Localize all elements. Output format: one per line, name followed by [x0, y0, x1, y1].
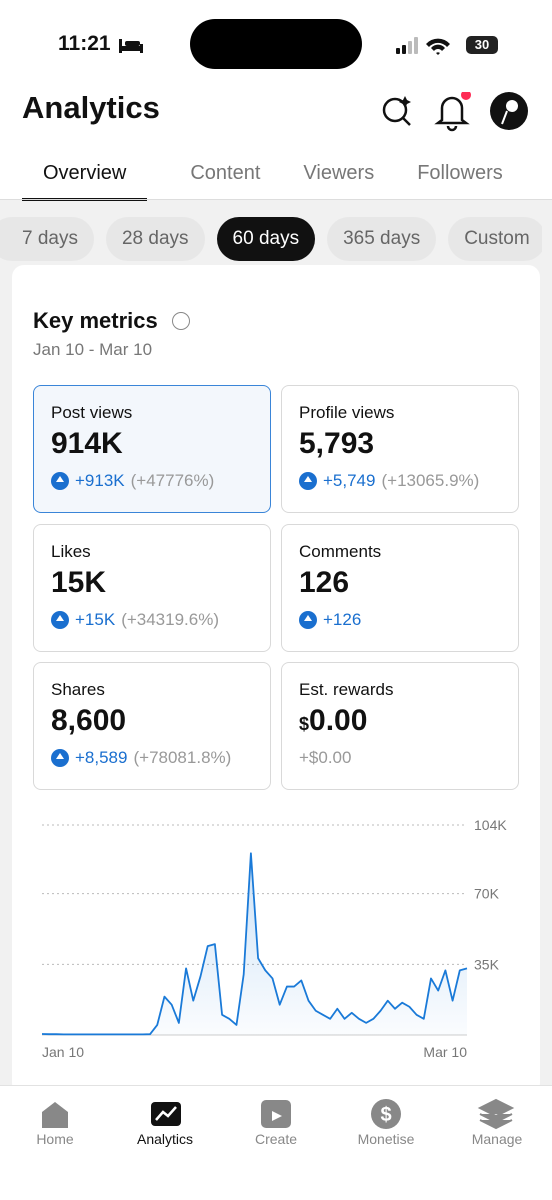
header-icons: [382, 92, 528, 132]
clock: 11:21: [58, 32, 111, 55]
metric-tile[interactable]: Likes 15K +15K (+34319.6%): [33, 524, 271, 652]
metric-change: +5,749: [323, 471, 376, 490]
tab[interactable]: Content: [190, 162, 261, 184]
tabs: Overview Content Viewers Followers: [22, 160, 546, 201]
tab[interactable]: Overview: [22, 160, 148, 201]
metric-tile[interactable]: Est. rewards $0.00 +$0.00: [281, 662, 519, 790]
metric-tile[interactable]: Shares 8,600 +8,589 (+78081.8%): [33, 662, 271, 790]
metric-change: +$0.00: [299, 748, 352, 767]
up-icon: [51, 611, 69, 629]
metric-percent: (+34319.6%): [121, 610, 220, 629]
metric-tile[interactable]: Comments 126 +126: [281, 524, 519, 652]
chart: 35K 70K 104K Jan 10 Mar 10: [41, 817, 507, 1060]
metric-tile[interactable]: Profile views 5,793 +5,749 (+13065.9%): [281, 385, 519, 513]
up-icon: [299, 472, 317, 490]
range-pill[interactable]: 365 days: [327, 217, 437, 261]
metric-value: 5,793: [299, 427, 375, 460]
range-pill[interactable]: 7 days: [0, 217, 94, 261]
x-tick-label: Mar 10: [423, 1044, 467, 1060]
up-icon: [51, 472, 69, 490]
metric-value: 0.00: [309, 704, 368, 737]
area: [42, 853, 467, 1035]
divider: [0, 199, 552, 200]
tab[interactable]: Viewers: [303, 162, 375, 184]
up-icon: [51, 749, 69, 767]
info-icon[interactable]: [172, 312, 190, 330]
y-tick-label: 35K: [474, 956, 500, 972]
metric-value: 914K: [51, 427, 123, 460]
y-tick-label: 70K: [474, 886, 500, 902]
metric-tile[interactable]: Post views 914K +913K (+47776%): [33, 385, 271, 513]
y-tick-label: 104K: [474, 817, 507, 833]
up-icon: [299, 611, 317, 629]
metric-label: Shares: [51, 680, 105, 699]
nav-item[interactable]: Manage: [471, 1131, 523, 1147]
metric-label: Post views: [51, 403, 133, 422]
date-range: Jan 10 - Mar 10: [33, 340, 153, 359]
range-pill[interactable]: 28 days: [105, 217, 205, 261]
battery: 30: [466, 36, 498, 54]
metric-value: 126: [299, 566, 350, 599]
signal-icons: [396, 37, 450, 55]
metric-value: 15K: [51, 566, 107, 599]
x-tick-label: Jan 10: [42, 1044, 84, 1060]
nav-item[interactable]: Monetise: [357, 1131, 415, 1147]
line: [41, 852, 468, 1036]
metric-label: Comments: [299, 542, 382, 561]
svg-text:$: $: [380, 1104, 391, 1126]
dynamic-island: [190, 19, 362, 69]
currency: $: [299, 714, 310, 734]
metric-value: 8,600: [51, 704, 127, 737]
page-title: Analytics: [22, 90, 160, 125]
range-pills: 7 days 28 days 60 days 365 days Custom: [0, 217, 542, 261]
metric-percent: (+13065.9%): [381, 471, 480, 490]
metric-change: +15K: [75, 610, 116, 629]
metric-label: Likes: [51, 542, 91, 561]
range-pill[interactable]: 60 days: [216, 217, 316, 261]
nav-item[interactable]: Home: [36, 1131, 74, 1147]
metric-change: +8,589: [75, 748, 128, 767]
tab[interactable]: Followers: [417, 162, 503, 184]
metric-percent: (+47776%): [130, 471, 215, 490]
metric-change: +913K: [75, 471, 125, 490]
card-title: Key metrics: [33, 308, 158, 333]
nav-icons: $: [42, 1098, 515, 1130]
nav-item[interactable]: Analytics: [136, 1131, 194, 1147]
nav-item[interactable]: Create: [254, 1131, 298, 1147]
metric-label: Profile views: [299, 403, 395, 422]
sleep-icon: [119, 39, 143, 53]
bottom-nav: $ Home Analytics Create Monetise Manage: [0, 1085, 552, 1200]
range-pill[interactable]: Custom: [448, 217, 542, 261]
metric-percent: (+78081.8%): [133, 748, 232, 767]
metric-label: Est. rewards: [299, 680, 394, 699]
metric-change: +126: [323, 610, 362, 629]
